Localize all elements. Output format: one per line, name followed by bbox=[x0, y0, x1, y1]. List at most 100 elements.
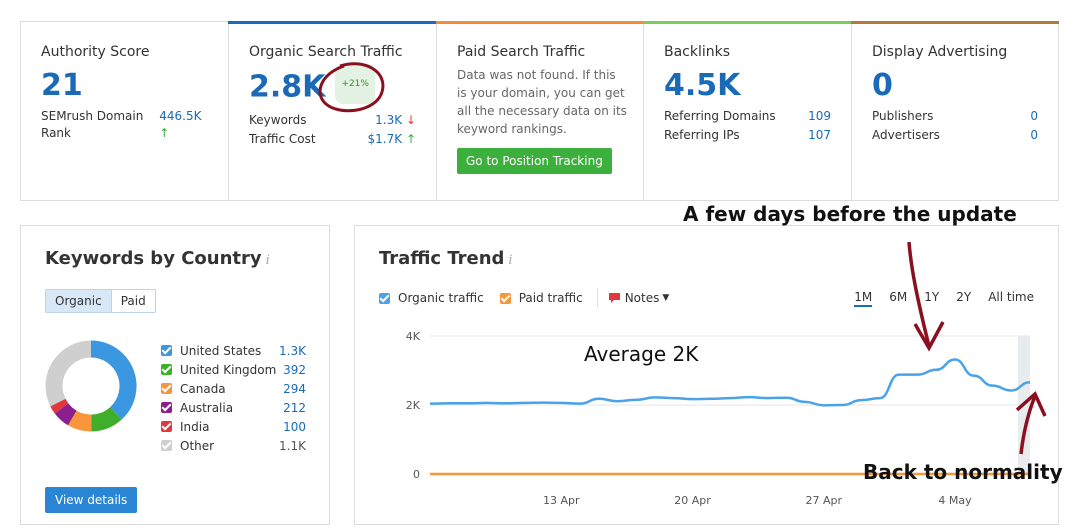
range-6m[interactable]: 6M bbox=[889, 290, 908, 304]
checkbox-icon[interactable] bbox=[161, 421, 172, 432]
donut-slice[interactable] bbox=[90, 406, 122, 432]
info-icon[interactable]: i bbox=[265, 253, 270, 268]
country-value[interactable]: 212 bbox=[283, 400, 306, 415]
referring-ips-label: Referring IPs bbox=[664, 128, 740, 142]
country-name: Australia bbox=[180, 400, 234, 415]
tab-organic[interactable]: Organic bbox=[46, 290, 112, 312]
traffic-cost-label: Traffic Cost bbox=[249, 132, 316, 146]
traffic-trend-panel: Traffic Trend i Organic traffic Paid traf… bbox=[354, 225, 1059, 525]
country-value[interactable]: 392 bbox=[283, 362, 306, 377]
organic-topline bbox=[228, 21, 437, 24]
publishers-value[interactable]: 0 bbox=[1030, 109, 1038, 123]
authority-score-value[interactable]: 21 bbox=[41, 68, 83, 103]
range-1y[interactable]: 1Y bbox=[924, 290, 940, 304]
info-icon[interactable]: i bbox=[508, 253, 513, 268]
list-item[interactable]: Australia 212 bbox=[161, 398, 306, 417]
paid-topline bbox=[436, 21, 644, 24]
traffic-cost-row: Traffic Cost $1.7K ↑ bbox=[249, 131, 416, 148]
list-item[interactable]: Other 1.1K bbox=[161, 436, 306, 455]
donut-slice[interactable] bbox=[45, 340, 92, 407]
list-item[interactable]: United States 1.3K bbox=[161, 341, 306, 360]
donut-slice[interactable] bbox=[50, 398, 69, 414]
paid-traffic-label: Paid Search Traffic bbox=[457, 44, 586, 60]
no-data-message: Data was not found. If this is your doma… bbox=[457, 68, 627, 136]
list-item[interactable]: Canada 294 bbox=[161, 379, 306, 398]
backlinks-card[interactable]: Backlinks 4.5K Referring Domains 109 Ref… bbox=[643, 21, 852, 200]
checkbox-icon[interactable] bbox=[161, 383, 172, 394]
y-tick-label: 0 bbox=[413, 468, 420, 481]
keywords-by-country-panel: Keywords by Country i Organic Paid United… bbox=[20, 225, 330, 525]
checkbox-icon[interactable] bbox=[161, 440, 172, 451]
referring-domains-label: Referring Domains bbox=[664, 109, 776, 123]
range-1m[interactable]: 1M bbox=[854, 290, 873, 307]
checkbox-icon[interactable] bbox=[379, 292, 390, 304]
x-tick-label: 13 Apr bbox=[543, 494, 580, 506]
display-advertising-card[interactable]: Display Advertising 0 Publishers 0 Adver… bbox=[851, 21, 1059, 200]
range-selector: 1M 6M 1Y 2Y All time bbox=[837, 290, 1034, 307]
referring-ips-row: Referring IPs 107 bbox=[664, 127, 831, 144]
position-tracking-button[interactable]: Go to Position Tracking bbox=[457, 148, 612, 174]
checkbox-icon[interactable] bbox=[161, 364, 172, 375]
country-name: Canada bbox=[180, 381, 226, 396]
arrow-up-icon: ↑ bbox=[405, 132, 416, 146]
donut-slice[interactable] bbox=[54, 402, 77, 426]
organic-traffic-value[interactable]: 2.8K bbox=[249, 69, 326, 105]
authority-score-label: Authority Score bbox=[41, 44, 150, 60]
arrow-down-annotation bbox=[907, 241, 945, 352]
tab-paid[interactable]: Paid bbox=[120, 294, 146, 308]
range-2y[interactable]: 2Y bbox=[956, 290, 972, 304]
checkbox-icon[interactable] bbox=[161, 402, 172, 413]
country-value[interactable]: 294 bbox=[283, 381, 306, 396]
notes-dropdown[interactable]: Notes bbox=[624, 291, 660, 305]
referring-domains-row: Referring Domains 109 bbox=[664, 108, 831, 125]
list-item[interactable]: India 100 bbox=[161, 417, 306, 436]
x-tick-label: 27 Apr bbox=[805, 494, 842, 506]
advertisers-value[interactable]: 0 bbox=[1030, 128, 1038, 142]
domain-rank-label: SEMrush Domain Rank bbox=[41, 109, 144, 140]
annotation-before-update: A few days before the update bbox=[683, 202, 1017, 226]
display-topline bbox=[851, 21, 1059, 24]
paid-traffic-toggle[interactable]: Paid traffic bbox=[518, 291, 583, 305]
publishers-label: Publishers bbox=[872, 109, 934, 123]
keywords-row: Keywords 1.3K ↓ bbox=[249, 112, 416, 129]
referring-domains-value[interactable]: 109 bbox=[808, 109, 831, 123]
country-name: Other bbox=[180, 438, 215, 453]
traffic-trend-chart: 4K 2K 0 13 Apr 20 Apr 27 Apr 4 May bbox=[406, 330, 1031, 506]
display-advertising-value[interactable]: 0 bbox=[872, 68, 893, 103]
country-list: United States 1.3K United Kingdom 392 Cana… bbox=[161, 341, 306, 455]
annotation-average: Average 2K bbox=[584, 342, 699, 366]
country-value: 1.1K bbox=[279, 438, 306, 453]
country-name: United States bbox=[180, 343, 262, 358]
donut-slice[interactable] bbox=[90, 340, 137, 420]
range-all-time[interactable]: All time bbox=[988, 290, 1034, 304]
donut-slice[interactable] bbox=[67, 410, 92, 432]
organic-traffic-value-wrap: 2.8K +21% bbox=[249, 64, 416, 108]
annotation-back-to-normality: Back to normality bbox=[863, 460, 1063, 484]
advertisers-label: Advertisers bbox=[872, 128, 940, 142]
keywords-by-country-title: Keywords by Country bbox=[45, 248, 262, 269]
referring-ips-value[interactable]: 107 bbox=[808, 128, 831, 142]
backlinks-value[interactable]: 4.5K bbox=[664, 68, 741, 103]
organic-traffic-card[interactable]: Organic Search Traffic 2.8K +21% Keywords… bbox=[228, 21, 437, 200]
traffic-cost-value[interactable]: $1.7K bbox=[367, 132, 403, 146]
country-value[interactable]: 1.3K bbox=[279, 343, 306, 358]
view-details-button[interactable]: View details bbox=[45, 487, 138, 513]
series-line[interactable] bbox=[429, 358, 1031, 407]
checkbox-icon[interactable] bbox=[499, 292, 511, 304]
country-value[interactable]: 100 bbox=[283, 419, 306, 434]
y-tick-label: 4K bbox=[406, 330, 421, 343]
keywords-value[interactable]: 1.3K bbox=[375, 113, 403, 127]
traffic-trend-title: Traffic Trend bbox=[379, 248, 505, 269]
y-tick-label: 2K bbox=[406, 399, 421, 412]
organic-traffic-toggle[interactable]: Organic traffic bbox=[398, 291, 484, 305]
list-item[interactable]: United Kingdom 392 bbox=[161, 360, 306, 379]
arrow-up-icon: ↑ bbox=[159, 126, 170, 140]
authority-score-card[interactable]: Authority Score 21 SEMrush Domain Rank 4… bbox=[21, 22, 229, 200]
keywords-title-wrap: Keywords by Country i bbox=[45, 248, 270, 269]
keywords-label: Keywords bbox=[249, 113, 307, 127]
country-name: India bbox=[180, 419, 210, 434]
arrow-up-annotation bbox=[1015, 391, 1047, 455]
display-advertising-label: Display Advertising bbox=[872, 44, 1008, 60]
domain-rank-value[interactable]: 446.5K bbox=[159, 109, 202, 123]
checkbox-icon[interactable] bbox=[161, 345, 172, 356]
